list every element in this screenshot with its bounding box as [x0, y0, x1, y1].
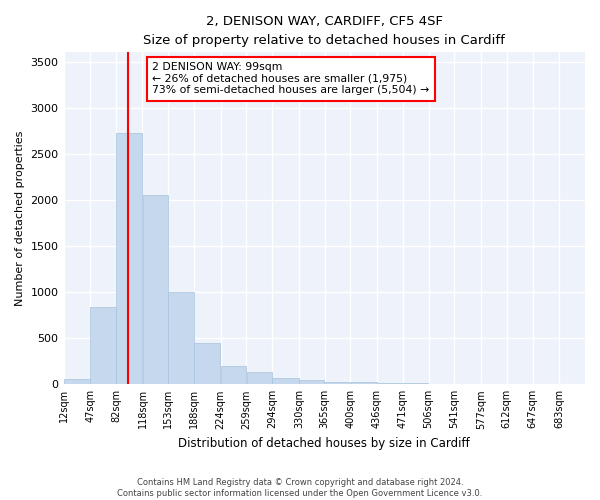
Bar: [143, 196, 168, 384]
Bar: [64, 379, 90, 384]
Bar: [325, 382, 350, 384]
Bar: [272, 378, 299, 384]
Bar: [221, 366, 246, 384]
Text: Contains HM Land Registry data © Crown copyright and database right 2024.
Contai: Contains HM Land Registry data © Crown c…: [118, 478, 482, 498]
Bar: [247, 372, 272, 384]
Title: 2, DENISON WAY, CARDIFF, CF5 4SF
Size of property relative to detached houses in: 2, DENISON WAY, CARDIFF, CF5 4SF Size of…: [143, 15, 505, 47]
Bar: [377, 383, 403, 384]
Bar: [116, 134, 142, 384]
Bar: [194, 343, 220, 384]
Bar: [350, 382, 377, 384]
Bar: [90, 307, 116, 384]
Y-axis label: Number of detached properties: Number of detached properties: [15, 130, 25, 306]
X-axis label: Distribution of detached houses by size in Cardiff: Distribution of detached houses by size …: [178, 437, 470, 450]
Text: 2 DENISON WAY: 99sqm
← 26% of detached houses are smaller (1,975)
73% of semi-de: 2 DENISON WAY: 99sqm ← 26% of detached h…: [152, 62, 430, 96]
Bar: [169, 292, 194, 384]
Bar: [299, 380, 325, 384]
